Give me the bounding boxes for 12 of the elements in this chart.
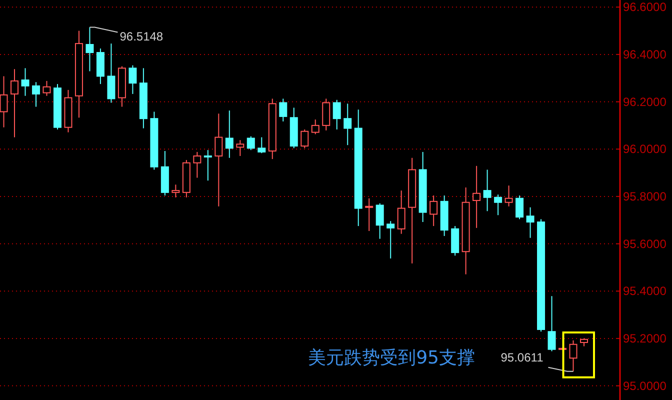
- y-tick-label: 95.4000: [623, 284, 667, 298]
- annotation: 95.0611: [500, 350, 544, 364]
- y-tick-label: 96.4000: [623, 47, 667, 62]
- y-tick-label: 95.8000: [623, 189, 667, 204]
- y-tick-label: 95.6000: [623, 236, 667, 251]
- y-tick-label: 95.0000: [623, 378, 667, 393]
- y-tick-label: 96.2000: [623, 94, 667, 109]
- y-tick-label: 95.2000: [623, 331, 667, 346]
- annotation: 96.5148: [120, 29, 164, 44]
- annotation: 美元跌势受到95支撑: [308, 347, 475, 368]
- y-tick-label: 96.6000: [623, 0, 667, 14]
- y-tick-label: 96.0000: [623, 142, 667, 156]
